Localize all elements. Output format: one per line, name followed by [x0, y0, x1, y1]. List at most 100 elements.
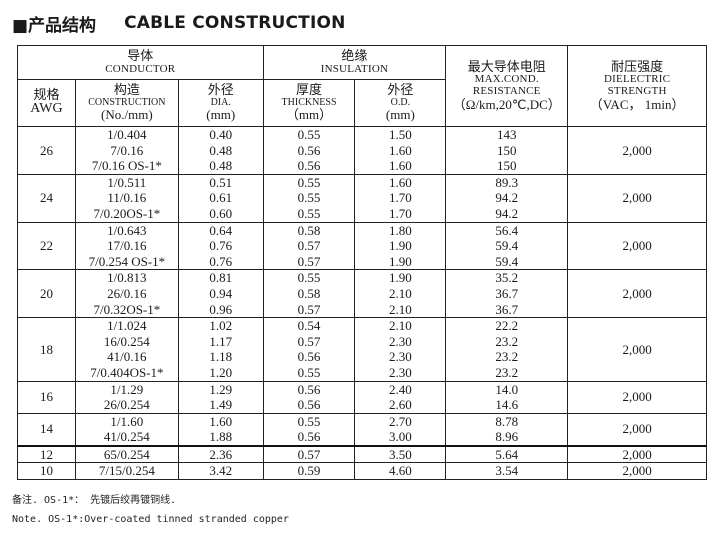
table-header: 导体 CONDUCTOR 绝缘 INSULATION 最大导体电阻 MAX.CO…: [17, 45, 707, 127]
thickness-value: 0.57: [297, 301, 321, 317]
construction-value: 1/1.60: [110, 413, 144, 429]
page-title: ■产品结构 CABLE CONSTRUCTION: [12, 8, 346, 38]
dia-value: 1.29: [209, 381, 233, 397]
dia-value: 0.40: [209, 127, 233, 142]
insulation-header-en: INSULATION: [320, 62, 389, 75]
dia-cell: 0.40 0.48 0.48: [177, 126, 264, 175]
construction-cell: 1/1.024 16/0.254 41/0.16 7/0.404OS-1*: [74, 317, 179, 382]
od-value: 1.90: [388, 270, 412, 286]
conductor-header: 导体 CONDUCTOR: [17, 45, 264, 80]
construction-cell: 65/0.254: [74, 445, 179, 464]
od-value: 1.60: [388, 174, 412, 190]
thickness-header-cn: 厚度: [296, 83, 323, 99]
resistance-cell: 35.2 36.7 36.7: [445, 269, 569, 319]
od-value: 2.70: [388, 413, 412, 429]
awg-cell: 14: [17, 412, 76, 447]
awg-cell: 10: [17, 462, 76, 481]
od-value: 2.30: [388, 349, 412, 365]
resistance-value: 3.54: [495, 463, 519, 479]
resistance-cell: 56.4 59.4 59.4: [445, 221, 569, 271]
dielectric-cell: 2,000: [567, 412, 707, 447]
construction-header-en: CONSTRUCTION: [88, 96, 166, 108]
construction-header-cn: 构造: [113, 83, 140, 99]
dia-value: 0.48: [209, 142, 233, 158]
dielectric-cell: 2,000: [567, 221, 707, 271]
construction-header-unit: (No./mm): [101, 107, 153, 123]
resistance-value: 150: [496, 158, 517, 174]
awg-header-cn: 规格: [33, 87, 60, 103]
od-cell: 2.40 2.60: [354, 380, 447, 414]
thickness-value: 0.57: [297, 333, 321, 349]
construction-value: 7/0.16 OS-1*: [91, 158, 162, 174]
construction-value: 7/15/0.254: [98, 463, 155, 479]
resistance-value: 36.7: [495, 285, 519, 301]
resistance-value: 59.4: [495, 253, 519, 269]
dia-header: 外径 DIA. (mm): [177, 79, 264, 127]
od-value: 2.40: [388, 381, 412, 397]
dia-value: 1.20: [209, 364, 233, 380]
od-cell: 1.90 2.10 2.10: [354, 269, 447, 319]
construction-cell: 1/0.813 26/0.16 7/0.32OS-1*: [74, 269, 179, 319]
od-cell: 2.10 2.30 2.30 2.30: [354, 317, 447, 382]
construction-value: 41/0.254: [103, 429, 150, 445]
od-value: 2.60: [388, 397, 412, 413]
construction-header: 构造 CONSTRUCTION (No./mm): [74, 79, 179, 127]
table-row: 12 65/0.254 2.36 0.57 3.50 5.64 2,000: [17, 445, 707, 464]
resistance-value: 94.2: [495, 205, 519, 221]
dia-value: 0.64: [209, 222, 233, 238]
dia-value: 0.76: [209, 253, 233, 269]
thickness-cell: 0.57: [262, 445, 356, 464]
note-cn: 备注. OS-1*： 先镀后绞再镀铜线.: [12, 495, 177, 506]
thickness-value: 0.55: [297, 205, 321, 221]
thickness-value: 0.56: [297, 349, 321, 365]
dia-header-en: DIA.: [210, 96, 231, 108]
dielectric-cell: 2,000: [567, 380, 707, 414]
construction-value: 7/0.404OS-1*: [90, 364, 164, 380]
od-header: 外径 O.D. (mm): [354, 79, 447, 127]
note-en: Note. OS-1*:Over-coated tinned stranded …: [12, 514, 289, 525]
dia-cell: 3.42: [177, 462, 264, 481]
dia-cell: 0.64 0.76 0.76: [177, 221, 264, 271]
od-value: 1.70: [388, 205, 412, 221]
od-cell: 3.50: [354, 445, 447, 464]
resistance-value: 35.2: [495, 270, 519, 286]
resistance-value: 8.96: [495, 429, 519, 445]
construction-cell: 1/1.29 26/0.254: [74, 380, 179, 414]
dielectric-cell: 2,000: [567, 269, 707, 319]
dia-value: 0.76: [209, 238, 233, 254]
awg-header: 规格 AWG: [17, 79, 76, 127]
od-header-en: O.D.: [390, 96, 411, 108]
thickness-value: 0.56: [297, 429, 321, 445]
table-row: 22 1/0.643 17/0.16 7/0.254 OS-1* 0.64 0.76 0.7…: [17, 221, 707, 271]
awg-cell: 26: [17, 126, 76, 175]
dielectric-header-en2: STRENGTH: [607, 85, 667, 97]
dia-cell: 1.29 1.49: [177, 380, 264, 414]
table-row: 14 1/1.60 41/0.254 1.60 1.88 0.55 0.56 2.70 3.00…: [17, 412, 707, 447]
thickness-value: 0.58: [297, 285, 321, 301]
thickness-value: 0.57: [297, 238, 321, 254]
table-row: 24 1/0.511 11/0.16 7/0.20OS-1* 0.51 0.61 0.60 0…: [17, 173, 707, 223]
construction-cell: 1/0.404 7/0.16 7/0.16 OS-1*: [74, 126, 179, 175]
od-cell: 2.70 3.00: [354, 412, 447, 447]
od-value: 1.80: [388, 222, 412, 238]
construction-cell: 1/0.511 11/0.16 7/0.20OS-1*: [74, 173, 179, 223]
od-cell: 4.60: [354, 462, 447, 481]
thickness-value: 0.54: [297, 318, 321, 334]
resistance-value: 14.6: [495, 397, 519, 413]
resistance-value: 56.4: [495, 222, 519, 238]
resistance-value: 14.0: [495, 381, 519, 397]
dia-value: 0.81: [209, 270, 233, 286]
resistance-value: 59.4: [495, 238, 519, 254]
thickness-value: 0.58: [297, 222, 321, 238]
resistance-value: 23.2: [495, 333, 519, 349]
conductor-header-cn: 导体: [127, 48, 154, 64]
thickness-value: 0.55: [297, 127, 321, 142]
construction-value: 7/0.20OS-1*: [93, 205, 161, 221]
od-value: 2.30: [388, 333, 412, 349]
thickness-value: 0.55: [297, 270, 321, 286]
od-cell: 1.60 1.70 1.70: [354, 173, 447, 223]
table-row: 16 1/1.29 26/0.254 1.29 1.49 0.56 0.56 2.40 2.60…: [17, 380, 707, 414]
od-header-unit: (mm): [385, 107, 415, 123]
resistance-cell: 143 150 150: [445, 126, 569, 175]
thickness-value: 0.56: [297, 158, 321, 174]
